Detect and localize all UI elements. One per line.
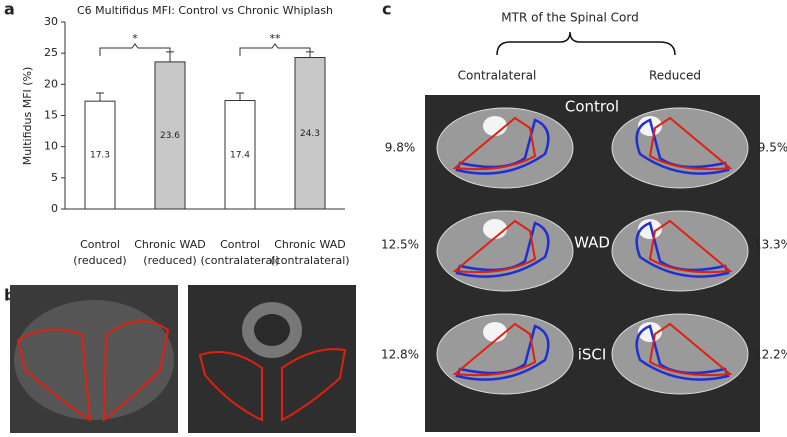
bone [638, 219, 662, 239]
leg-section [611, 107, 749, 189]
x-tick-label: Chronic WAD (contralateral) [270, 238, 349, 267]
mri-slice [611, 107, 749, 189]
roi-red [648, 322, 733, 377]
leg-section [436, 210, 574, 292]
mtr-left: 12.5% [381, 238, 419, 252]
panel-label: c [382, 0, 391, 19]
mtr-right: 9.5% [758, 141, 787, 155]
value-label: 24.3 [300, 129, 320, 139]
bone [483, 219, 507, 239]
roi-blue [455, 118, 550, 175]
value-label: 23.6 [160, 131, 180, 141]
y-axis-label: Multifidus MFI (%) [21, 67, 34, 166]
y-tick-label: 15 [44, 109, 58, 122]
leg-section [436, 313, 574, 395]
bar [154, 61, 186, 210]
y-tick-label: 25 [44, 46, 58, 59]
mri-slice [611, 313, 749, 395]
bone [483, 116, 507, 136]
chart-title: C6 Multifidus MFI: Control vs Chronic Wh… [77, 4, 333, 17]
mri-slice [436, 313, 574, 395]
bar [294, 57, 326, 210]
y-tick-label: 30 [44, 15, 58, 28]
significance-label: ** [270, 32, 282, 45]
bone [483, 322, 507, 342]
mri-slice [436, 107, 574, 189]
roi-blue [455, 221, 550, 278]
panel-label: a [4, 0, 15, 19]
mri-slice [436, 210, 574, 292]
error-bar [236, 92, 244, 101]
column-label: Reduced [649, 69, 701, 83]
bar [84, 100, 116, 210]
y-tick-label: 0 [51, 202, 58, 215]
column-label: Contralateral [458, 69, 537, 83]
x-tick-label: Control (reduced) [73, 238, 126, 267]
value-label: 17.4 [230, 150, 250, 160]
leg-section [436, 107, 574, 189]
mri-image [188, 285, 356, 433]
mri-image [10, 285, 178, 433]
bracket [496, 31, 676, 56]
roi-red [452, 219, 537, 274]
value-label: 17.3 [90, 151, 110, 161]
roi-red [648, 219, 733, 274]
mtr-right: 13.3% [754, 238, 787, 252]
mtr-left: 9.8% [385, 141, 416, 155]
significance-label: * [132, 32, 138, 45]
roi-blue [635, 118, 730, 175]
leg-section [611, 210, 749, 292]
row-label: WAD [574, 234, 610, 252]
roi-blue [635, 324, 730, 381]
row-label: iSCI [578, 346, 607, 364]
bone [638, 116, 662, 136]
error-bar [96, 92, 104, 102]
y-tick-label: 10 [44, 140, 58, 153]
bar [224, 100, 256, 210]
leg-section [611, 313, 749, 395]
mtr-left: 12.8% [381, 348, 419, 362]
mtr-right: 12.2% [754, 348, 787, 362]
bone [638, 322, 662, 342]
mri-slice [611, 210, 749, 292]
panel-title: MTR of the Spinal Cord [501, 11, 638, 25]
row-label: Control [565, 98, 619, 116]
x-tick-label: Control (contralateral) [200, 238, 279, 267]
roi-red [648, 116, 733, 171]
roi-blue [635, 221, 730, 278]
significance-bracket [99, 43, 171, 56]
x-tick-label: Chronic WAD (reduced) [134, 238, 206, 267]
roi-blue [455, 324, 550, 381]
roi-red [452, 322, 537, 377]
roi-red [452, 116, 537, 171]
panel-label: b [4, 286, 15, 305]
mri-rows: Control 9.8% 9.5% WAD 12.5% 13.3% iSCI 12.8% 12.… [381, 98, 787, 395]
y-tick-label: 5 [51, 171, 58, 184]
y-tick-label: 20 [44, 77, 58, 90]
significance-bracket [239, 43, 311, 56]
